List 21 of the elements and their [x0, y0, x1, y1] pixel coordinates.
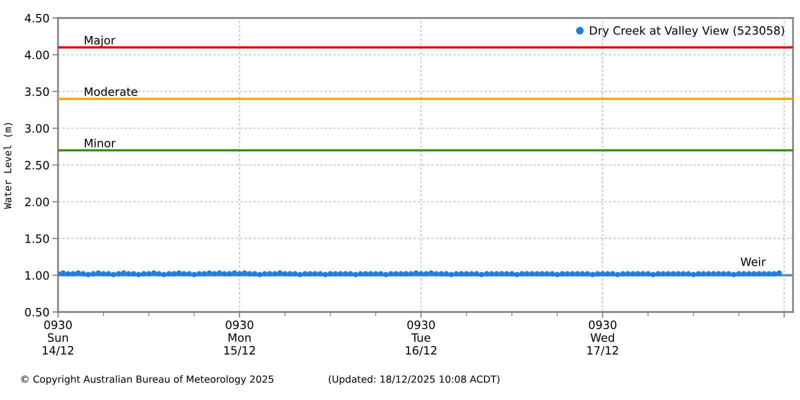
text: © Copyright Australian Bureau of Meteorology 2025	[21, 375, 274, 385]
y-tick-label: 1.50	[26, 234, 49, 243]
y-tick-label: 4.00	[24, 50, 49, 60]
text: (Updated: 18/12/2025 10:08 ACDT)	[328, 375, 500, 385]
y-tick-label: 3.00	[25, 124, 49, 133]
ref-line-label: Minor	[84, 138, 116, 148]
y-tick-label: 4.50	[24, 14, 49, 22]
x-tick-label: 0930 Mon 15/12	[224, 320, 255, 356]
ref-line-label: Major	[84, 36, 116, 47]
legend-label: Dry Creek at Valley View (523058)	[590, 26, 784, 37]
y-axis-title: Water Level (m)	[4, 123, 12, 209]
ref-line-label: Moderate	[84, 87, 138, 96]
ref-line-label: Weir	[740, 257, 766, 266]
x-tick-label: 0930 Sun 14/12	[42, 320, 74, 356]
y-tick-label: 2.50	[25, 160, 49, 170]
y-tick-label: 2.00	[25, 198, 49, 206]
x-tick-label: 0930 Tue 16/12	[406, 320, 436, 356]
y-tick-label: 3.50	[25, 87, 49, 96]
y-tick-label: 1.00	[26, 271, 49, 280]
x-tick-label: 0930 Wed 17/12	[587, 320, 618, 356]
y-tick-label: 0.50	[25, 308, 49, 316]
